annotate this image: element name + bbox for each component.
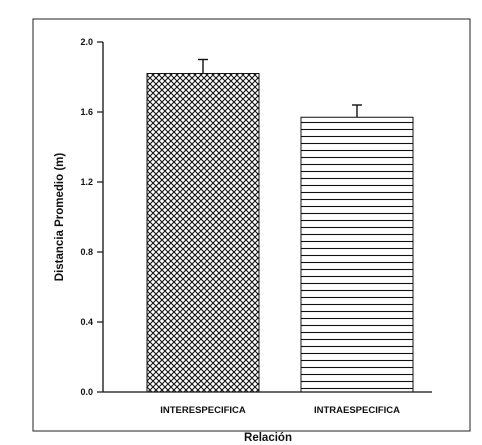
- bar-interespecifica: [146, 73, 260, 393]
- y-tick-label: 0.8: [80, 247, 93, 257]
- bar-intraespecifica: [300, 116, 414, 393]
- y-tick-label: 0.4: [80, 317, 93, 327]
- y-tick-label: 2.0: [80, 37, 93, 47]
- x-tick-label: INTRAESPECIFICA: [314, 405, 400, 416]
- y-tick-label: 0.0: [80, 387, 93, 397]
- y-tick-label: 1.6: [80, 107, 93, 117]
- x-tick-label: INTERESPECIFICA: [160, 405, 246, 416]
- error-bars: [198, 58, 362, 118]
- x-tick-labels: INTERESPECIFICA INTRAESPECIFICA: [160, 405, 400, 416]
- y-ticks: 0.0 0.4 0.8 1.2 1.6 2.0: [80, 37, 103, 397]
- y-axis-title: Distancia Promedio (m): [54, 153, 66, 282]
- bars: [146, 73, 414, 393]
- frame: [32, 18, 471, 432]
- y-tick-label: 1.2: [80, 177, 93, 187]
- x-axis-title: Relación: [244, 432, 292, 444]
